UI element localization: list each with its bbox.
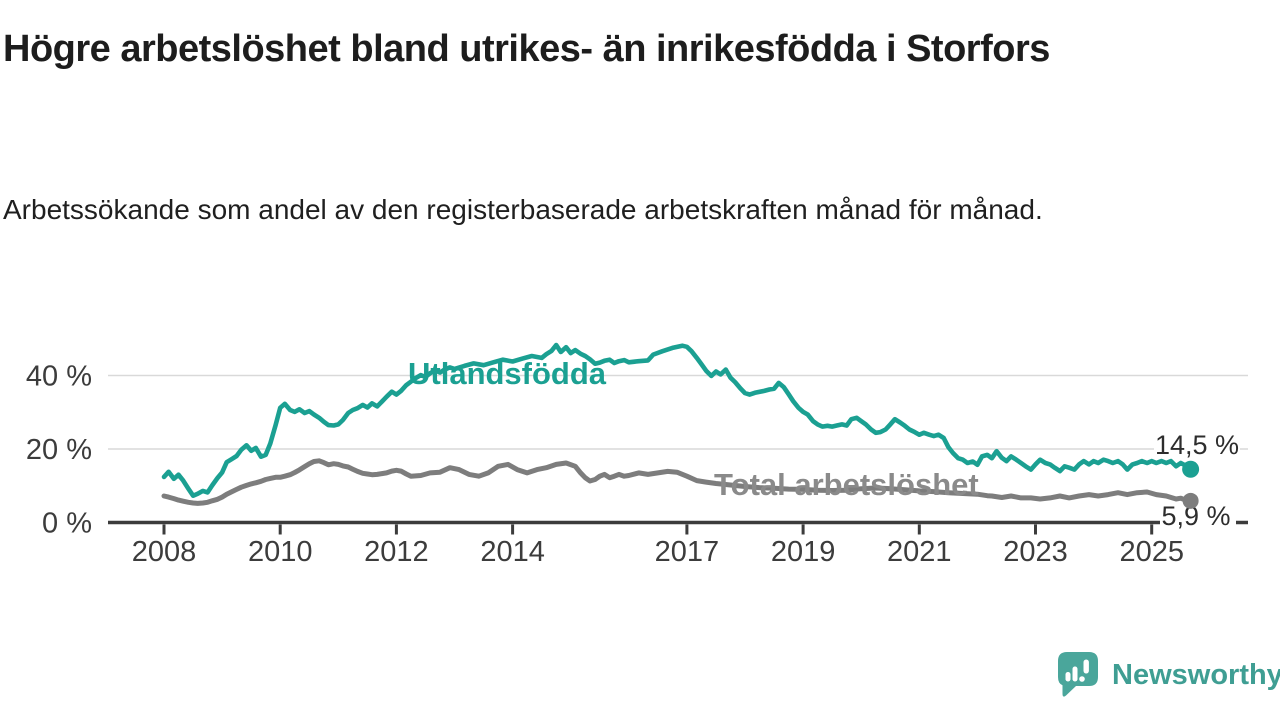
x-tick-label-2025: 2025 <box>1119 536 1184 568</box>
newsworthy-logo: Newsworthy <box>1056 650 1280 700</box>
newsworthy-speech-bubble-bar-chart-icon <box>1058 652 1098 697</box>
gridlines <box>108 374 1248 450</box>
y-tick-label-20: 20 % <box>26 434 92 466</box>
end-value-text-utlandsfodda: 14,5 % <box>1155 430 1239 460</box>
x-tick-label-2019: 2019 <box>771 536 836 568</box>
series-lines <box>161 342 1194 506</box>
x-tick-label-2021: 2021 <box>887 536 952 568</box>
series-label-total-arbetsloshet: Total arbetslöshet <box>714 467 979 502</box>
end-value-label-utlandsfodda: 14,5 % <box>1154 430 1240 460</box>
series-label-utlandsfodda: Utlandsfödda <box>408 356 607 391</box>
chart-title: Högre arbetslöshet bland utrikes- än inr… <box>3 28 1050 70</box>
x-axis <box>108 520 1248 535</box>
y-tick-label-0: 0 % <box>42 508 92 540</box>
x-tick-label-2017: 2017 <box>655 536 720 568</box>
series-line-utlandsfodda <box>161 342 1193 499</box>
series-line-total <box>161 458 1194 506</box>
chart-subtitle: Arbetssökande som andel av den registerb… <box>3 194 1043 225</box>
end-value-label-total: 5,9 % <box>1160 501 1236 531</box>
x-tick-label-2023: 2023 <box>1003 536 1068 568</box>
y-tick-label-40: 40 % <box>26 361 92 393</box>
x-tick-label-2010: 2010 <box>248 536 313 568</box>
axis-tick-labels: 0 % 20 % 40 % 2008 2010 2012 2014 2017 2019 2021 2… <box>26 361 1184 569</box>
x-tick-label-2008: 2008 <box>132 536 197 568</box>
series-end-dot-total <box>1182 492 1199 509</box>
x-tick-label-2012: 2012 <box>364 536 429 568</box>
x-tick-label-2014: 2014 <box>480 536 545 568</box>
series-end-dots <box>1182 460 1200 509</box>
series-end-dot-utlandsfodda <box>1182 460 1200 478</box>
end-value-label-bg <box>1160 501 1236 529</box>
newsworthy-wordmark: Newsworthy <box>1112 658 1280 691</box>
end-value-label-bg <box>1154 432 1240 458</box>
